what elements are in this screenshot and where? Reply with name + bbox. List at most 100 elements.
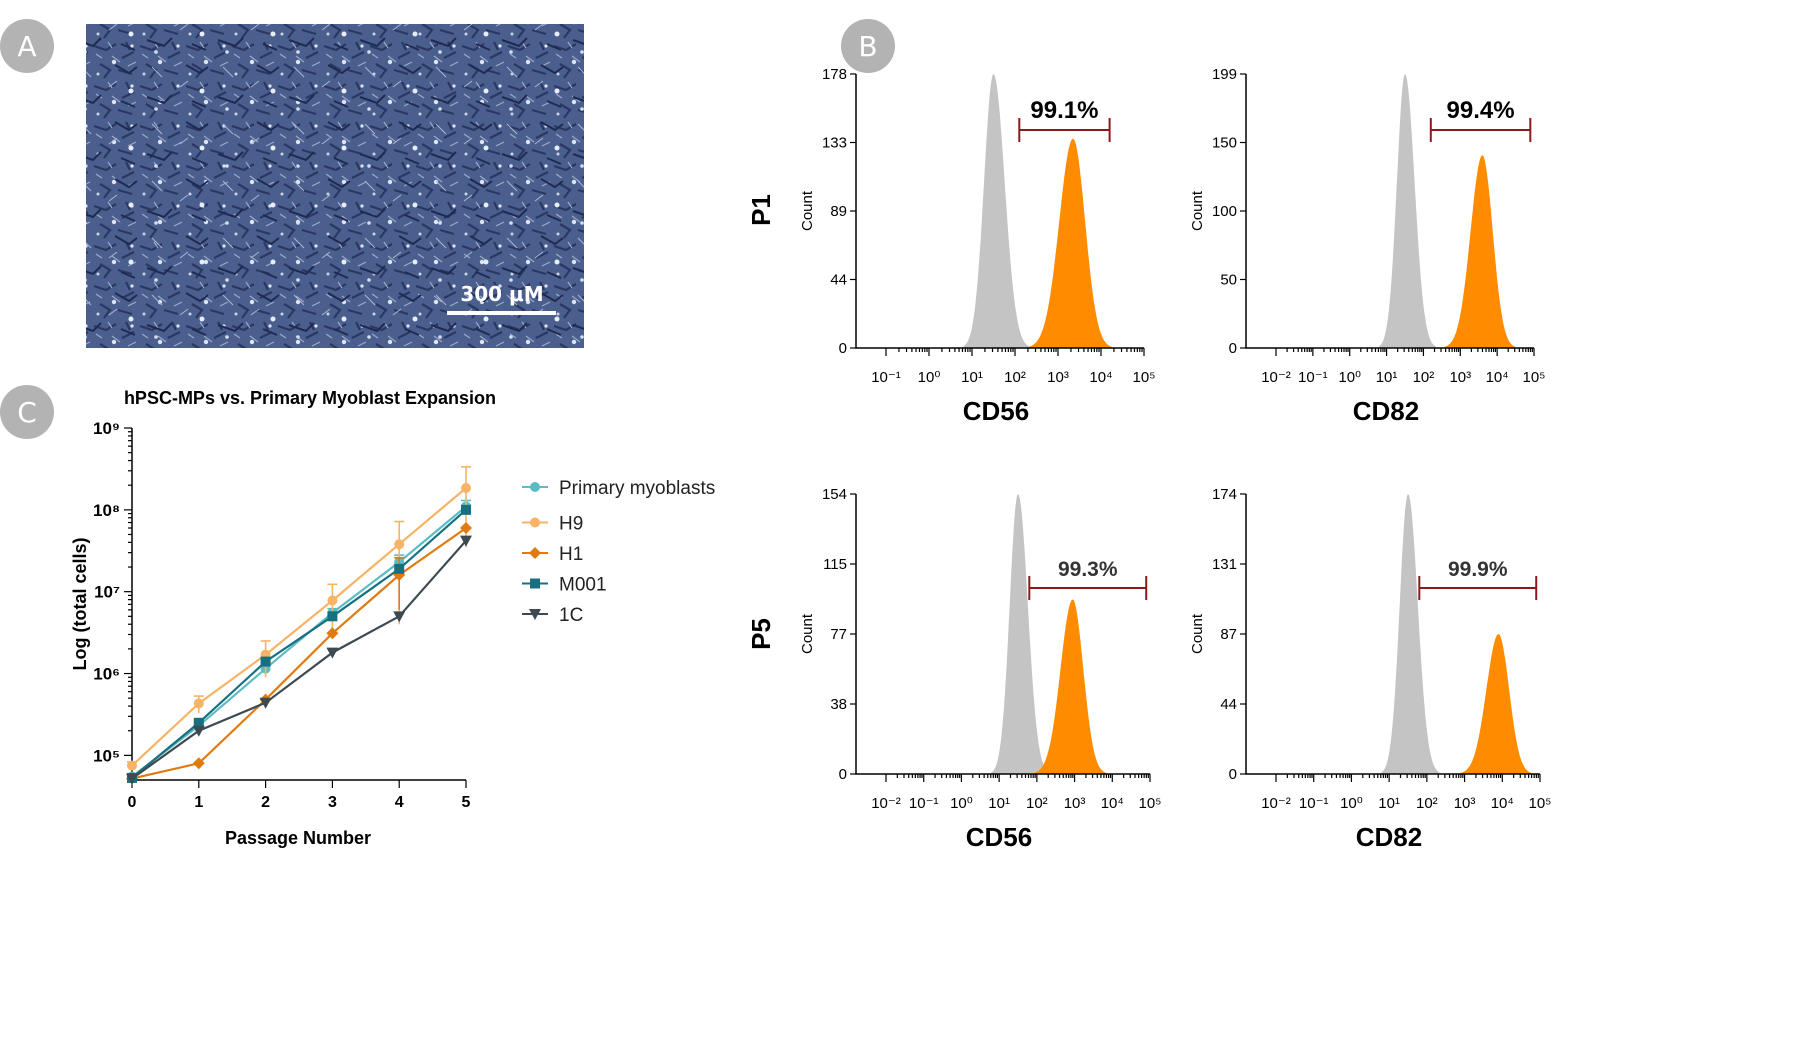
marker-square xyxy=(530,578,540,589)
histogram-p1-cd56: 0 44 89 133 178 10⁻¹ 10⁰ 10¹ 10² 10³ 10⁴ 10⁵ Count CD… xyxy=(799,66,1155,426)
series-1c xyxy=(126,535,472,785)
gate-percent: 99.4% xyxy=(1447,97,1515,124)
x-tick-label: 10⁻² xyxy=(1261,795,1291,812)
legend-label: 1C xyxy=(559,605,583,626)
marker-triangle xyxy=(326,647,339,659)
marker-circle xyxy=(127,760,137,771)
marker-diamond xyxy=(326,627,339,640)
x-tick-label: 10⁰ xyxy=(1340,795,1363,812)
marker-circle xyxy=(530,517,540,528)
y-tick-label: 77 xyxy=(830,626,847,643)
marker-histogram xyxy=(1034,599,1107,774)
y-tick-label: 100 xyxy=(1212,203,1237,220)
y-tick-label: 87 xyxy=(1220,626,1237,643)
legend-label: M001 xyxy=(559,575,607,596)
series-h9 xyxy=(127,466,471,771)
marker-triangle xyxy=(529,609,541,620)
gate-percent: 99.9% xyxy=(1448,558,1508,581)
y-tick-label: 133 xyxy=(822,135,847,152)
x-tick-label: 0 xyxy=(128,794,137,811)
x-tick-label: 10³ xyxy=(1454,795,1476,812)
y-tick-label: 174 xyxy=(1212,486,1237,503)
histogram-marker-label: CD56 xyxy=(966,822,1032,852)
marker-square xyxy=(193,717,204,728)
micrograph: 300 μM xyxy=(86,24,584,348)
y-tick-label: 0 xyxy=(1229,766,1237,783)
x-tick-label: 10⁻² xyxy=(1261,369,1291,386)
marker-square xyxy=(260,656,271,667)
x-tick-label: 10⁴ xyxy=(1101,795,1124,812)
y-tick-label: 150 xyxy=(1212,135,1237,152)
panel-label-a: A xyxy=(0,19,54,73)
y-tick-label: 10⁹ xyxy=(93,419,120,438)
y-tick-label: 89 xyxy=(830,203,847,220)
expansion-line-chart: hPSC-MPs vs. Primary Myoblast Expansion … xyxy=(70,388,715,848)
marker-diamond xyxy=(192,757,205,770)
y-tick-label: 10⁶ xyxy=(93,665,120,684)
x-tick-label: 10² xyxy=(1413,369,1435,386)
x-tick-label: 10¹ xyxy=(1378,795,1400,812)
histogram-ylabel: Count xyxy=(1189,190,1206,231)
x-tick-label: 10¹ xyxy=(961,369,983,386)
control-histogram xyxy=(1379,74,1436,348)
x-tick-label: 10⁴ xyxy=(1486,369,1509,386)
y-tick-label: 0 xyxy=(839,340,847,357)
marker-triangle xyxy=(192,725,205,737)
histogram-marker-label: CD56 xyxy=(963,396,1029,426)
control-histogram xyxy=(1381,494,1440,774)
marker-circle xyxy=(394,539,405,550)
histogram-marker-label: CD82 xyxy=(1356,822,1422,852)
marker-triangle xyxy=(460,535,472,547)
control-histogram xyxy=(963,74,1030,348)
legend-item: M001 xyxy=(522,575,607,596)
legend-item: 1C xyxy=(522,605,583,626)
marker-triangle xyxy=(259,697,272,709)
x-tick-label: 10² xyxy=(1004,369,1026,386)
histogram-ylabel: Count xyxy=(799,613,816,654)
y-tick-label: 44 xyxy=(1220,696,1237,713)
series-line xyxy=(131,487,467,767)
marker-histogram xyxy=(1459,634,1533,774)
series-line xyxy=(131,539,467,780)
control-histogram xyxy=(991,494,1050,774)
histogram-ylabel: Count xyxy=(1189,613,1206,654)
histogram-p1-cd82: 0 50 100 150 199 10⁻² 10⁻¹ 10⁰ 10¹ 10² 10³ 10⁴ 10⁵ Co… xyxy=(1189,66,1545,426)
legend-item: H1 xyxy=(522,544,583,565)
marker-circle xyxy=(193,698,204,709)
marker-diamond xyxy=(529,547,541,559)
y-tick-label: 44 xyxy=(830,272,847,289)
x-tick-label: 10⁻¹ xyxy=(871,369,901,386)
y-tick-label: 0 xyxy=(839,766,847,783)
scale-bar-label: 300 μM xyxy=(460,282,543,306)
row-label-p5: P5 xyxy=(746,618,776,650)
x-tick-label: 10⁻² xyxy=(871,795,901,812)
y-tick-label: 131 xyxy=(1212,556,1237,573)
series-line xyxy=(131,508,467,779)
x-tick-label: 10⁵ xyxy=(1139,795,1162,812)
x-tick-label: 10² xyxy=(1416,795,1438,812)
x-tick-label: 10¹ xyxy=(988,795,1010,812)
svg-text:B: B xyxy=(858,30,877,63)
gate-percent: 99.1% xyxy=(1030,97,1098,124)
marker-circle xyxy=(327,595,338,606)
legend-label: H1 xyxy=(559,544,583,565)
y-tick-label: 50 xyxy=(1220,272,1237,289)
x-tick-label: 4 xyxy=(395,794,404,811)
svg-text:C: C xyxy=(17,396,37,429)
x-tick-label: 10⁴ xyxy=(1491,795,1514,812)
y-tick-label: 10⁸ xyxy=(93,501,120,520)
chart-ylabel: Log (total cells) xyxy=(70,537,90,670)
panel-label-c: C xyxy=(0,385,54,439)
x-tick-label: 10⁰ xyxy=(1338,369,1361,386)
marker-circle xyxy=(530,482,540,492)
x-tick-label: 10⁴ xyxy=(1089,369,1112,386)
marker-histogram xyxy=(1444,155,1516,348)
x-tick-label: 10⁻¹ xyxy=(1299,795,1329,812)
svg-text:A: A xyxy=(17,30,36,63)
chart-xlabel: Passage Number xyxy=(225,828,371,848)
y-tick-label: 154 xyxy=(822,486,847,503)
y-tick-label: 38 xyxy=(830,696,847,713)
legend-item: H9 xyxy=(522,514,583,535)
y-tick-label: 0 xyxy=(1229,340,1237,357)
